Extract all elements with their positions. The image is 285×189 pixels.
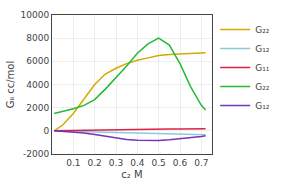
- svg-text:G₁₂: G₁₂: [255, 101, 270, 111]
- svg-text:4000: 4000: [26, 80, 49, 90]
- svg-text:0.6: 0.6: [173, 158, 188, 168]
- svg-text:6000: 6000: [26, 56, 49, 66]
- svg-text:0.4: 0.4: [130, 158, 145, 168]
- svg-text:Gᵢᵢ cc/mol: Gᵢᵢ cc/mol: [5, 61, 16, 109]
- svg-text:G₁₁: G₁₁: [255, 63, 270, 73]
- svg-text:0.7: 0.7: [194, 158, 208, 168]
- svg-text:G₂₂: G₂₂: [255, 82, 270, 92]
- svg-text:0.2: 0.2: [88, 158, 102, 168]
- svg-text:8000: 8000: [26, 33, 49, 43]
- svg-text:0: 0: [43, 126, 49, 136]
- svg-text:G₂₂: G₂₂: [255, 25, 270, 35]
- svg-text:0.5: 0.5: [152, 158, 166, 168]
- svg-text:2000: 2000: [26, 103, 49, 113]
- svg-text:10000: 10000: [21, 10, 50, 20]
- svg-text:0.1: 0.1: [66, 158, 80, 168]
- svg-text:c₂ M: c₂ M: [121, 169, 142, 180]
- svg-text:-2000: -2000: [23, 149, 49, 159]
- svg-text:0.3: 0.3: [109, 158, 123, 168]
- svg-text:G₁₂: G₁₂: [255, 44, 270, 54]
